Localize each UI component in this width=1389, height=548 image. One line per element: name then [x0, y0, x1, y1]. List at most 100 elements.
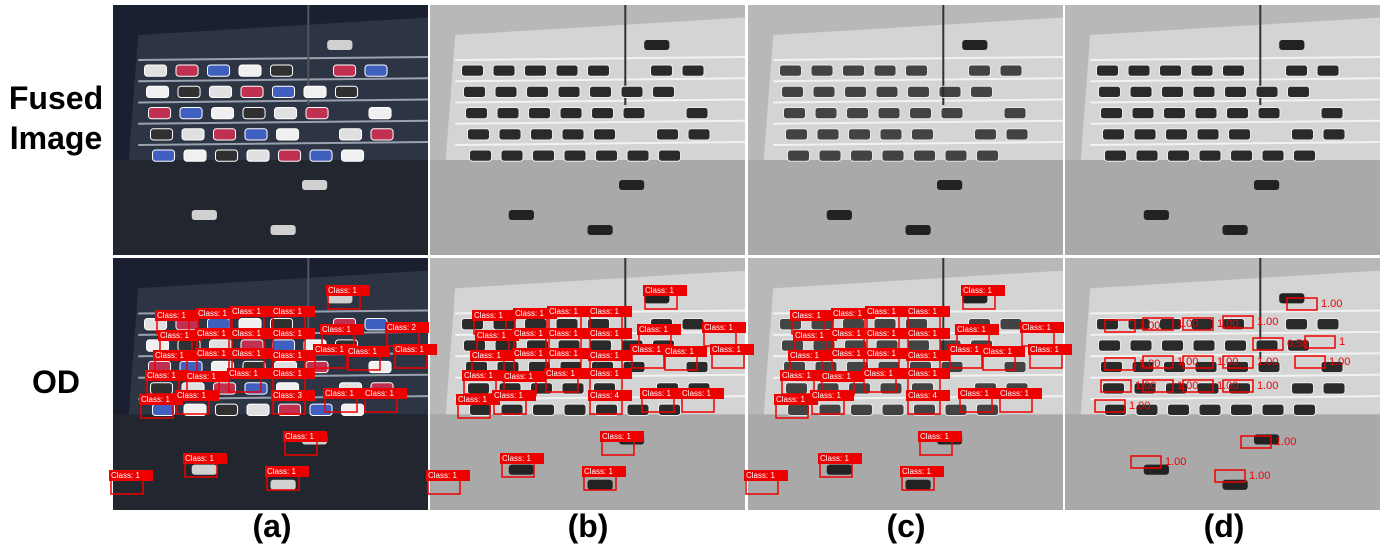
car	[334, 65, 356, 76]
car	[214, 129, 236, 140]
detection-label: Class: 1	[632, 345, 661, 354]
car	[1317, 65, 1339, 76]
car	[908, 86, 930, 97]
car	[527, 86, 549, 97]
car	[786, 383, 808, 394]
car	[910, 108, 932, 119]
car	[1168, 404, 1190, 415]
car	[651, 65, 673, 76]
detection-label: Class: 1	[908, 307, 937, 316]
car	[564, 404, 586, 415]
detection-label: 1.00	[1177, 356, 1198, 368]
car	[908, 340, 930, 351]
detection-label: Class: 1	[514, 329, 543, 338]
car	[369, 108, 391, 119]
road-surface	[113, 160, 428, 255]
detection-label: Class: 1	[1030, 345, 1059, 354]
car	[1195, 108, 1217, 119]
detection-label: Class: 1	[908, 369, 937, 378]
detection-label: Class: 1	[325, 389, 354, 398]
car	[588, 480, 613, 490]
car	[815, 108, 837, 119]
car	[499, 129, 521, 140]
car	[1223, 225, 1248, 235]
car	[509, 465, 534, 475]
detection-label: Class: 1	[902, 467, 931, 476]
car	[1286, 65, 1308, 76]
car	[1294, 150, 1316, 161]
car	[464, 340, 486, 351]
detection-label: Class: 4	[590, 391, 619, 400]
detection-label: Class: 1	[197, 349, 226, 358]
car	[1262, 404, 1284, 415]
car	[590, 340, 612, 351]
detection-label: Class: 1	[920, 432, 949, 441]
car	[509, 210, 534, 220]
detection-label: 1.00	[1321, 298, 1342, 310]
detection-label: Class: 1	[590, 369, 619, 378]
detection-label: 1.00	[1275, 436, 1296, 448]
car	[813, 86, 835, 97]
car	[849, 129, 871, 140]
car	[782, 86, 804, 97]
detection-label: Class: 1	[776, 395, 805, 404]
detection-label: Class: 1	[464, 371, 493, 380]
detection-label: Class: 1	[322, 325, 351, 334]
car	[1199, 404, 1221, 415]
car	[1279, 40, 1304, 50]
car	[621, 86, 643, 97]
car	[1223, 65, 1245, 76]
car	[1227, 108, 1249, 119]
detection-label: Class: 1	[833, 309, 862, 318]
detection-label: Class: 1	[177, 391, 206, 400]
car	[216, 404, 238, 415]
car	[1286, 318, 1308, 329]
car	[310, 404, 332, 415]
detection-label: Class: 1	[590, 307, 619, 316]
car	[1168, 150, 1190, 161]
detection-label: Class: 1	[273, 307, 302, 316]
detection-label: Class: 1	[395, 345, 424, 354]
detection-label: Class: 1	[504, 372, 533, 381]
car	[273, 340, 295, 351]
car	[592, 108, 614, 119]
car	[1004, 108, 1026, 119]
car	[627, 404, 649, 415]
detection-label: Class: 1	[790, 351, 819, 360]
detection-label: Class: 1	[812, 391, 841, 400]
car	[1317, 318, 1339, 329]
car	[819, 150, 841, 161]
car	[558, 86, 580, 97]
car	[1231, 150, 1253, 161]
car	[176, 65, 198, 76]
car	[310, 150, 332, 161]
detection-label: Class: 1	[957, 325, 986, 334]
car	[531, 129, 553, 140]
car	[1134, 129, 1156, 140]
car	[564, 150, 586, 161]
car	[279, 150, 301, 161]
car	[1199, 150, 1221, 161]
car	[969, 65, 991, 76]
car	[1191, 65, 1213, 76]
car	[243, 108, 265, 119]
car	[533, 150, 555, 161]
car	[906, 225, 931, 235]
car	[623, 108, 645, 119]
car	[1130, 86, 1152, 97]
car	[210, 86, 232, 97]
detection-label: 1.00	[1257, 356, 1278, 368]
car	[1193, 340, 1215, 351]
car	[682, 65, 704, 76]
car	[686, 108, 708, 119]
detection-label: Class: 1	[494, 391, 523, 400]
car	[1166, 129, 1188, 140]
car	[977, 404, 999, 415]
car	[468, 383, 490, 394]
car	[560, 108, 582, 119]
car	[302, 180, 327, 190]
car	[1103, 129, 1125, 140]
detection-label: Class: 1	[1022, 323, 1051, 332]
detection-label: Class: 1	[549, 349, 578, 358]
car	[882, 150, 904, 161]
